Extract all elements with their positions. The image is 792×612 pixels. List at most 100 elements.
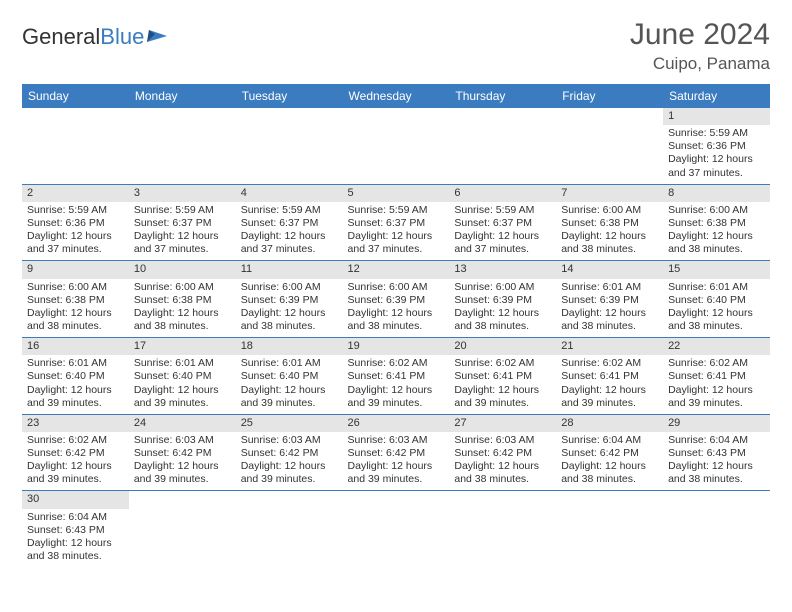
day-cell bbox=[236, 108, 343, 184]
calendar-table: Sunday Monday Tuesday Wednesday Thursday… bbox=[22, 84, 770, 567]
sunrise-text: Sunrise: 6:04 AM bbox=[27, 511, 124, 524]
day-cell bbox=[129, 491, 236, 567]
sunrise-text: Sunrise: 6:01 AM bbox=[561, 281, 658, 294]
day-number: 4 bbox=[236, 185, 343, 202]
daylight-text: Daylight: 12 hours and 39 minutes. bbox=[348, 384, 445, 410]
sunrise-text: Sunrise: 5:59 AM bbox=[348, 204, 445, 217]
day-info: Sunrise: 6:01 AMSunset: 6:40 PMDaylight:… bbox=[129, 355, 236, 414]
day-info: Sunrise: 6:02 AMSunset: 6:41 PMDaylight:… bbox=[343, 355, 450, 414]
sunset-text: Sunset: 6:36 PM bbox=[668, 140, 765, 153]
day-cell bbox=[343, 108, 450, 184]
day-info: Sunrise: 6:02 AMSunset: 6:42 PMDaylight:… bbox=[22, 432, 129, 491]
day-cell: 13Sunrise: 6:00 AMSunset: 6:39 PMDayligh… bbox=[449, 261, 556, 338]
sunset-text: Sunset: 6:40 PM bbox=[27, 370, 124, 383]
day-number: 23 bbox=[22, 415, 129, 432]
day-cell: 26Sunrise: 6:03 AMSunset: 6:42 PMDayligh… bbox=[343, 414, 450, 491]
sunrise-text: Sunrise: 5:59 AM bbox=[241, 204, 338, 217]
sunrise-text: Sunrise: 6:00 AM bbox=[348, 281, 445, 294]
week-row: 23Sunrise: 6:02 AMSunset: 6:42 PMDayligh… bbox=[22, 414, 770, 491]
sunrise-text: Sunrise: 6:01 AM bbox=[241, 357, 338, 370]
daylight-text: Daylight: 12 hours and 38 minutes. bbox=[454, 307, 551, 333]
col-friday: Friday bbox=[556, 84, 663, 108]
sunset-text: Sunset: 6:38 PM bbox=[27, 294, 124, 307]
day-info: Sunrise: 6:04 AMSunset: 6:42 PMDaylight:… bbox=[556, 432, 663, 491]
day-info: Sunrise: 6:03 AMSunset: 6:42 PMDaylight:… bbox=[236, 432, 343, 491]
empty-day bbox=[449, 108, 556, 125]
daylight-text: Daylight: 12 hours and 38 minutes. bbox=[134, 307, 231, 333]
sunrise-text: Sunrise: 6:00 AM bbox=[454, 281, 551, 294]
day-cell bbox=[236, 491, 343, 567]
day-number: 19 bbox=[343, 338, 450, 355]
daylight-text: Daylight: 12 hours and 39 minutes. bbox=[241, 384, 338, 410]
sunset-text: Sunset: 6:41 PM bbox=[668, 370, 765, 383]
week-row: 16Sunrise: 6:01 AMSunset: 6:40 PMDayligh… bbox=[22, 338, 770, 415]
day-info: Sunrise: 6:02 AMSunset: 6:41 PMDaylight:… bbox=[556, 355, 663, 414]
sunset-text: Sunset: 6:38 PM bbox=[134, 294, 231, 307]
day-cell: 15Sunrise: 6:01 AMSunset: 6:40 PMDayligh… bbox=[663, 261, 770, 338]
daylight-text: Daylight: 12 hours and 38 minutes. bbox=[27, 307, 124, 333]
sunrise-text: Sunrise: 6:04 AM bbox=[668, 434, 765, 447]
day-cell: 4Sunrise: 5:59 AMSunset: 6:37 PMDaylight… bbox=[236, 184, 343, 261]
day-cell bbox=[449, 108, 556, 184]
day-number: 21 bbox=[556, 338, 663, 355]
day-cell: 5Sunrise: 5:59 AMSunset: 6:37 PMDaylight… bbox=[343, 184, 450, 261]
day-cell bbox=[22, 108, 129, 184]
sunset-text: Sunset: 6:42 PM bbox=[348, 447, 445, 460]
col-sunday: Sunday bbox=[22, 84, 129, 108]
day-cell: 18Sunrise: 6:01 AMSunset: 6:40 PMDayligh… bbox=[236, 338, 343, 415]
day-number: 13 bbox=[449, 261, 556, 278]
day-info: Sunrise: 6:00 AMSunset: 6:39 PMDaylight:… bbox=[343, 279, 450, 338]
daylight-text: Daylight: 12 hours and 37 minutes. bbox=[454, 230, 551, 256]
week-row: 1Sunrise: 5:59 AMSunset: 6:36 PMDaylight… bbox=[22, 108, 770, 184]
day-number: 30 bbox=[22, 491, 129, 508]
day-cell: 25Sunrise: 6:03 AMSunset: 6:42 PMDayligh… bbox=[236, 414, 343, 491]
sunrise-text: Sunrise: 6:01 AM bbox=[134, 357, 231, 370]
sunset-text: Sunset: 6:39 PM bbox=[561, 294, 658, 307]
day-number: 24 bbox=[129, 415, 236, 432]
day-info: Sunrise: 6:03 AMSunset: 6:42 PMDaylight:… bbox=[449, 432, 556, 491]
sunset-text: Sunset: 6:40 PM bbox=[668, 294, 765, 307]
day-cell bbox=[449, 491, 556, 567]
day-cell: 29 Sunrise: 6:04 AMSunset: 6:43 PMDayligh… bbox=[663, 414, 770, 491]
day-number: 12 bbox=[343, 261, 450, 278]
sunset-text: Sunset: 6:43 PM bbox=[668, 447, 765, 460]
day-info: Sunrise: 6:03 AMSunset: 6:42 PMDaylight:… bbox=[343, 432, 450, 491]
daylight-text: Daylight: 12 hours and 38 minutes. bbox=[668, 460, 765, 486]
day-cell: 24Sunrise: 6:03 AMSunset: 6:42 PMDayligh… bbox=[129, 414, 236, 491]
day-info: Sunrise: 6:00 AMSunset: 6:38 PMDaylight:… bbox=[556, 202, 663, 261]
sunrise-text: Sunrise: 6:00 AM bbox=[134, 281, 231, 294]
sunset-text: Sunset: 6:42 PM bbox=[241, 447, 338, 460]
day-number: 11 bbox=[236, 261, 343, 278]
day-cell bbox=[556, 491, 663, 567]
day-cell: 12Sunrise: 6:00 AMSunset: 6:39 PMDayligh… bbox=[343, 261, 450, 338]
day-number: 17 bbox=[129, 338, 236, 355]
sunset-text: Sunset: 6:40 PM bbox=[134, 370, 231, 383]
day-number: 22 bbox=[663, 338, 770, 355]
sunrise-text: Sunrise: 6:04 AM bbox=[561, 434, 658, 447]
sunrise-text: Sunrise: 6:02 AM bbox=[27, 434, 124, 447]
title-block: June 2024 Cuipo, Panama bbox=[630, 18, 770, 74]
day-number: 15 bbox=[663, 261, 770, 278]
flag-icon bbox=[147, 24, 169, 50]
day-info: Sunrise: 6:01 AMSunset: 6:39 PMDaylight:… bbox=[556, 279, 663, 338]
day-cell: 9Sunrise: 6:00 AMSunset: 6:38 PMDaylight… bbox=[22, 261, 129, 338]
day-info: Sunrise: 5:59 AMSunset: 6:36 PMDaylight:… bbox=[663, 125, 770, 184]
day-cell: 8Sunrise: 6:00 AMSunset: 6:38 PMDaylight… bbox=[663, 184, 770, 261]
sunrise-text: Sunrise: 6:02 AM bbox=[454, 357, 551, 370]
day-info: Sunrise: 6:01 AMSunset: 6:40 PMDaylight:… bbox=[236, 355, 343, 414]
day-info: Sunrise: 6:00 AMSunset: 6:38 PMDaylight:… bbox=[129, 279, 236, 338]
sunset-text: Sunset: 6:42 PM bbox=[134, 447, 231, 460]
sunset-text: Sunset: 6:37 PM bbox=[454, 217, 551, 230]
sunrise-text: Sunrise: 5:59 AM bbox=[668, 127, 765, 140]
daylight-text: Daylight: 12 hours and 38 minutes. bbox=[561, 307, 658, 333]
column-header-row: Sunday Monday Tuesday Wednesday Thursday… bbox=[22, 84, 770, 108]
day-number: 8 bbox=[663, 185, 770, 202]
sunset-text: Sunset: 6:41 PM bbox=[454, 370, 551, 383]
calendar-body: 1Sunrise: 5:59 AMSunset: 6:36 PMDaylight… bbox=[22, 108, 770, 567]
day-number: 29 bbox=[663, 415, 770, 432]
sunrise-text: Sunrise: 6:00 AM bbox=[561, 204, 658, 217]
logo-text-2: Blue bbox=[100, 24, 144, 50]
sunrise-text: Sunrise: 5:59 AM bbox=[27, 204, 124, 217]
day-number: 16 bbox=[22, 338, 129, 355]
sunset-text: Sunset: 6:36 PM bbox=[27, 217, 124, 230]
